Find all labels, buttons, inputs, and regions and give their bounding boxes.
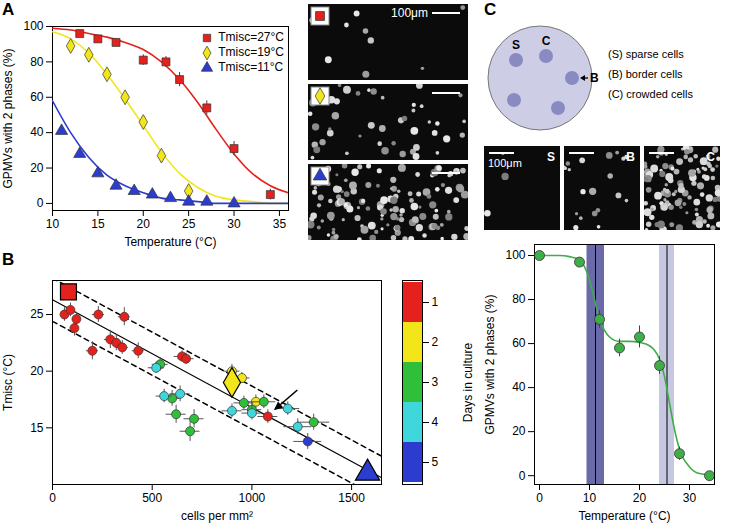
- svg-text:20: 20: [512, 424, 526, 438]
- svg-text:100μm: 100μm: [488, 157, 522, 169]
- svg-text:10: 10: [583, 491, 597, 505]
- svg-text:B: B: [590, 71, 599, 85]
- svg-text:0: 0: [519, 469, 526, 483]
- svg-text:Temperature (°C): Temperature (°C): [124, 235, 216, 249]
- svg-text:B: B: [626, 150, 635, 164]
- svg-text:0: 0: [49, 491, 56, 505]
- html-text:Tmisc=27°C: Tmisc=27°C: [218, 30, 284, 44]
- svg-text:40: 40: [512, 380, 526, 394]
- svg-text:20: 20: [30, 364, 44, 378]
- svg-text:20: 20: [137, 217, 151, 231]
- svg-text:GPMVs with 2 phases (%): GPMVs with 2 phases (%): [483, 294, 497, 434]
- svg-text:25: 25: [30, 307, 44, 321]
- svg-text:100μm: 100μm: [391, 6, 428, 20]
- html-text:A: A: [2, 0, 15, 19]
- svg-text:S: S: [547, 150, 555, 164]
- html-text:Tmisc=19°C: Tmisc=19°C: [218, 45, 284, 59]
- svg-text:80: 80: [512, 292, 526, 306]
- svg-text:GPMVs with 2 phases (%): GPMVs with 2 phases (%): [1, 48, 15, 188]
- svg-text:4: 4: [432, 415, 439, 429]
- svg-text:20: 20: [30, 161, 44, 175]
- html-text:B: B: [2, 250, 15, 269]
- svg-text:C: C: [542, 34, 551, 48]
- svg-text:15: 15: [91, 217, 105, 231]
- svg-text:25: 25: [182, 217, 196, 231]
- svg-text:35: 35: [273, 217, 287, 231]
- svg-text:cells per mm²: cells per mm²: [181, 509, 253, 523]
- svg-text:Tmisc (°C): Tmisc (°C): [1, 354, 15, 411]
- svg-text:Days in culture: Days in culture: [461, 342, 475, 422]
- svg-text:10: 10: [46, 217, 60, 231]
- svg-text:20: 20: [633, 491, 647, 505]
- svg-text:500: 500: [142, 491, 162, 505]
- svg-text:C: C: [706, 150, 715, 164]
- svg-text:1000: 1000: [239, 491, 266, 505]
- svg-text:0: 0: [536, 491, 543, 505]
- svg-text:80: 80: [30, 55, 44, 69]
- svg-text:100: 100: [505, 248, 525, 262]
- svg-text:1: 1: [432, 295, 439, 309]
- svg-text:Temperature (°C): Temperature (°C): [578, 509, 670, 523]
- html-text:C: C: [484, 0, 497, 19]
- html-text:Tmisc=11°C: Tmisc=11°C: [218, 60, 284, 74]
- svg-text:30: 30: [227, 217, 241, 231]
- svg-text:30: 30: [683, 491, 697, 505]
- svg-text:(B) border cells: (B) border cells: [608, 68, 683, 80]
- svg-text:15: 15: [30, 421, 44, 435]
- svg-text:1500: 1500: [338, 491, 365, 505]
- svg-text:60: 60: [30, 90, 44, 104]
- svg-text:S: S: [512, 38, 520, 52]
- svg-text:3: 3: [432, 375, 439, 389]
- svg-text:(C) crowded cells: (C) crowded cells: [608, 88, 693, 100]
- svg-text:2: 2: [432, 335, 439, 349]
- svg-text:60: 60: [512, 336, 526, 350]
- svg-text:0: 0: [37, 196, 44, 210]
- svg-text:(S) sparse cells: (S) sparse cells: [608, 48, 684, 60]
- svg-text:5: 5: [432, 455, 439, 469]
- svg-text:100: 100: [23, 19, 43, 33]
- svg-text:40: 40: [30, 125, 44, 139]
